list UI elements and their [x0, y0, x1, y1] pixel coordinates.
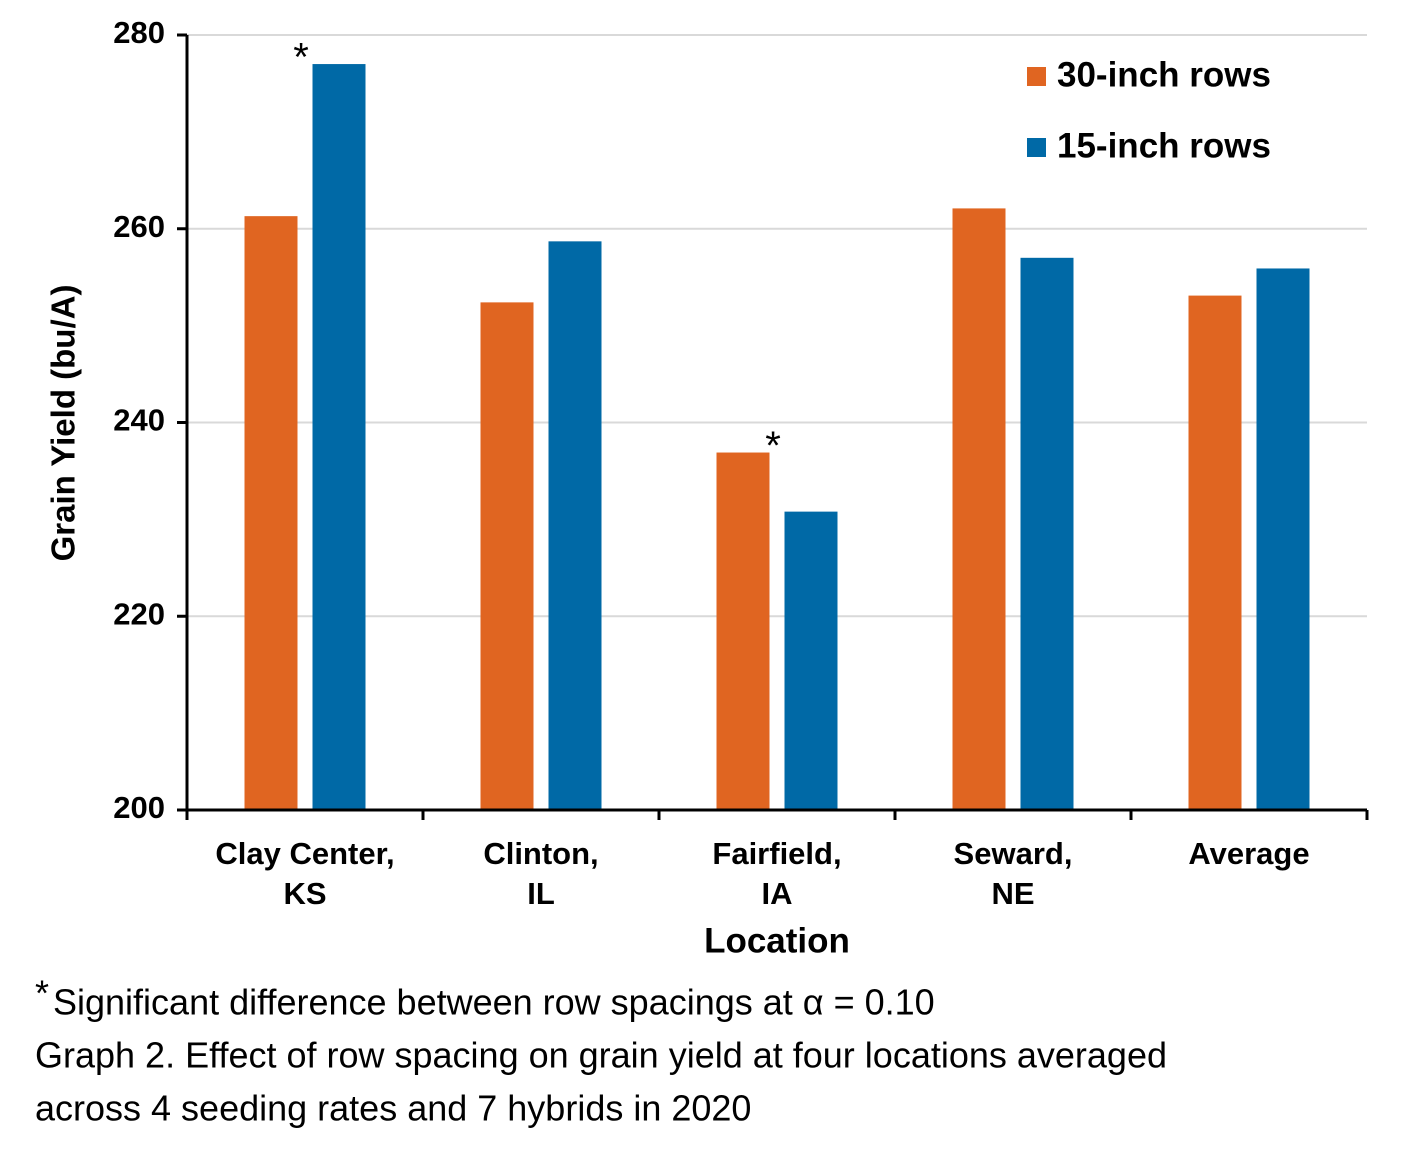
x-axis-title: Location — [704, 921, 850, 960]
y-tick-label: 200 — [113, 790, 165, 825]
x-tick-label: Average — [1188, 836, 1309, 871]
caption-line: Graph 2. Effect of row spacing on grain … — [35, 1035, 1167, 1076]
y-tick-label: 280 — [113, 15, 165, 50]
x-tick-label: IL — [527, 876, 555, 911]
y-axis-title: Grain Yield (bu/A) — [45, 285, 82, 562]
legend-label: 15-inch rows — [1057, 126, 1271, 165]
caption-line: across 4 seeding rates and 7 hybrids in … — [35, 1088, 751, 1129]
significance-marker: * — [293, 36, 309, 80]
x-tick-label: NE — [991, 876, 1034, 911]
bar — [1256, 268, 1310, 810]
bar — [952, 208, 1006, 810]
bar — [548, 241, 602, 810]
x-tick-label: Fairfield, — [712, 836, 841, 871]
legend-label: 30-inch rows — [1057, 55, 1271, 94]
x-tick-label: Clinton, — [483, 836, 598, 871]
footnote: Significant difference between row spaci… — [53, 982, 935, 1023]
bar — [1188, 295, 1242, 810]
bar — [716, 452, 770, 810]
bar — [312, 64, 366, 810]
x-tick-label: Seward, — [954, 836, 1073, 871]
bar — [480, 302, 534, 810]
y-tick-label: 260 — [113, 209, 165, 244]
bar — [244, 216, 298, 810]
bar — [784, 511, 838, 810]
legend-swatch — [1027, 67, 1046, 86]
y-tick-label: 220 — [113, 596, 165, 631]
footnote-marker: * — [35, 973, 49, 1014]
significance-marker: * — [765, 424, 781, 468]
x-tick-label: IA — [762, 876, 793, 911]
x-tick-label: KS — [283, 876, 326, 911]
legend-swatch — [1027, 138, 1046, 157]
y-tick-label: 240 — [113, 403, 165, 438]
x-tick-label: Clay Center, — [215, 836, 394, 871]
bar — [1020, 257, 1074, 810]
